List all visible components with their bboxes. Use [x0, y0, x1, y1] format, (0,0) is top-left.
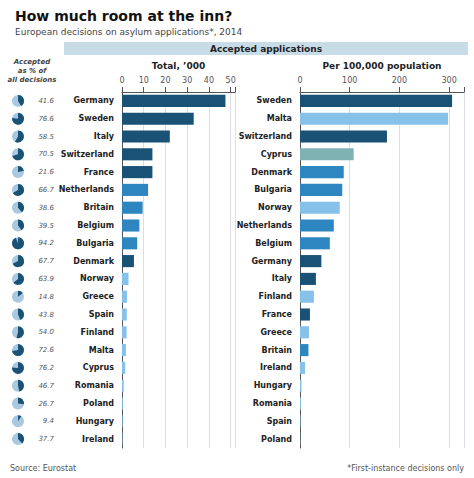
svg-text:Cyprus: Cyprus — [261, 150, 292, 159]
svg-text:30: 30 — [182, 76, 192, 85]
svg-text:Ireland: Ireland — [260, 363, 292, 372]
svg-text:300: 300 — [441, 76, 456, 85]
svg-text:70.5: 70.5 — [38, 150, 54, 158]
svg-text:Belgium: Belgium — [255, 239, 292, 248]
svg-text:50: 50 — [226, 76, 236, 85]
svg-text:37.7: 37.7 — [38, 435, 54, 443]
svg-text:Denmark: Denmark — [251, 168, 292, 177]
svg-text:Greece: Greece — [260, 328, 292, 337]
svg-text:Britain: Britain — [84, 203, 115, 212]
svg-text:Poland: Poland — [83, 399, 114, 408]
svg-text:Germany: Germany — [73, 96, 114, 105]
svg-text:Switzerland: Switzerland — [61, 150, 115, 159]
svg-text:as % of: as % of — [18, 67, 48, 75]
svg-text:Switzerland: Switzerland — [239, 132, 293, 141]
svg-text:Bulgaria: Bulgaria — [254, 185, 292, 194]
svg-text:Ireland: Ireland — [82, 435, 114, 444]
svg-text:Denmark: Denmark — [73, 257, 114, 266]
svg-text:14.8: 14.8 — [38, 293, 54, 301]
svg-text:43.8: 43.8 — [38, 311, 54, 319]
svg-text:Poland: Poland — [261, 435, 292, 444]
svg-text:20: 20 — [160, 76, 170, 85]
svg-text:European decisions on asylum a: European decisions on asylum application… — [15, 27, 243, 37]
svg-text:0: 0 — [119, 76, 124, 85]
svg-text:Italy: Italy — [94, 132, 115, 141]
svg-text:63.9: 63.9 — [38, 275, 54, 283]
svg-text:0: 0 — [297, 76, 302, 85]
svg-text:72.6: 72.6 — [38, 346, 54, 354]
svg-text:58.5: 58.5 — [38, 133, 54, 141]
svg-text:41.6: 41.6 — [38, 97, 54, 105]
svg-text:76.6: 76.6 — [38, 115, 54, 123]
svg-text:Cyprus: Cyprus — [83, 363, 114, 372]
svg-text:Hungary: Hungary — [254, 381, 293, 390]
svg-text:Per 100,000 population: Per 100,000 population — [322, 61, 441, 71]
svg-text:10: 10 — [139, 76, 149, 85]
svg-text:Sweden: Sweden — [79, 114, 115, 123]
svg-text:How much room at the inn?: How much room at the inn? — [15, 8, 232, 24]
svg-text:Malta: Malta — [89, 346, 114, 355]
svg-text:Sweden: Sweden — [257, 96, 293, 105]
svg-text:all decisions: all decisions — [8, 76, 57, 84]
svg-text:9.4: 9.4 — [43, 417, 54, 425]
svg-text:38.6: 38.6 — [38, 204, 54, 212]
svg-text:54.0: 54.0 — [38, 328, 54, 336]
svg-text:Finland: Finland — [81, 328, 115, 337]
svg-text:Norway: Norway — [258, 203, 293, 212]
svg-text:Norway: Norway — [80, 274, 115, 283]
svg-text:46.7: 46.7 — [38, 382, 54, 390]
svg-text:France: France — [262, 310, 293, 319]
svg-text:Netherlands: Netherlands — [237, 221, 293, 230]
svg-text:Source: Eurostat: Source: Eurostat — [10, 464, 76, 473]
svg-text:Bulgaria: Bulgaria — [76, 239, 114, 248]
svg-text:Netherlands: Netherlands — [59, 185, 115, 194]
svg-text:94.2: 94.2 — [38, 239, 54, 247]
svg-text:Accepted: Accepted — [13, 58, 51, 66]
svg-text:Romania: Romania — [75, 381, 114, 390]
svg-text:200: 200 — [392, 76, 407, 85]
svg-text:100: 100 — [342, 76, 357, 85]
svg-text:Greece: Greece — [82, 292, 114, 301]
svg-text:Finland: Finland — [259, 292, 293, 301]
svg-text:Accepted applications: Accepted applications — [210, 44, 322, 54]
svg-text:67.7: 67.7 — [38, 257, 54, 265]
svg-text:Italy: Italy — [272, 274, 293, 283]
svg-text:Hungary: Hungary — [76, 417, 115, 426]
svg-text:Britain: Britain — [262, 346, 293, 355]
svg-text:Spain: Spain — [89, 310, 115, 319]
svg-text:Malta: Malta — [267, 114, 292, 123]
svg-text:26.7: 26.7 — [38, 400, 54, 408]
svg-text:France: France — [84, 168, 115, 177]
svg-text:66.7: 66.7 — [38, 186, 54, 194]
svg-text:Spain: Spain — [267, 417, 293, 426]
svg-text:40: 40 — [204, 76, 214, 85]
svg-text:Total, ’000: Total, ’000 — [152, 61, 205, 71]
svg-text:Belgium: Belgium — [77, 221, 114, 230]
svg-text:21.6: 21.6 — [38, 168, 54, 176]
svg-text:Germany: Germany — [251, 257, 292, 266]
svg-text:39.5: 39.5 — [38, 222, 54, 230]
svg-text:*First-instance decisions only: *First-instance decisions only — [347, 464, 464, 473]
svg-text:76.2: 76.2 — [38, 364, 54, 372]
svg-text:Romania: Romania — [253, 399, 292, 408]
